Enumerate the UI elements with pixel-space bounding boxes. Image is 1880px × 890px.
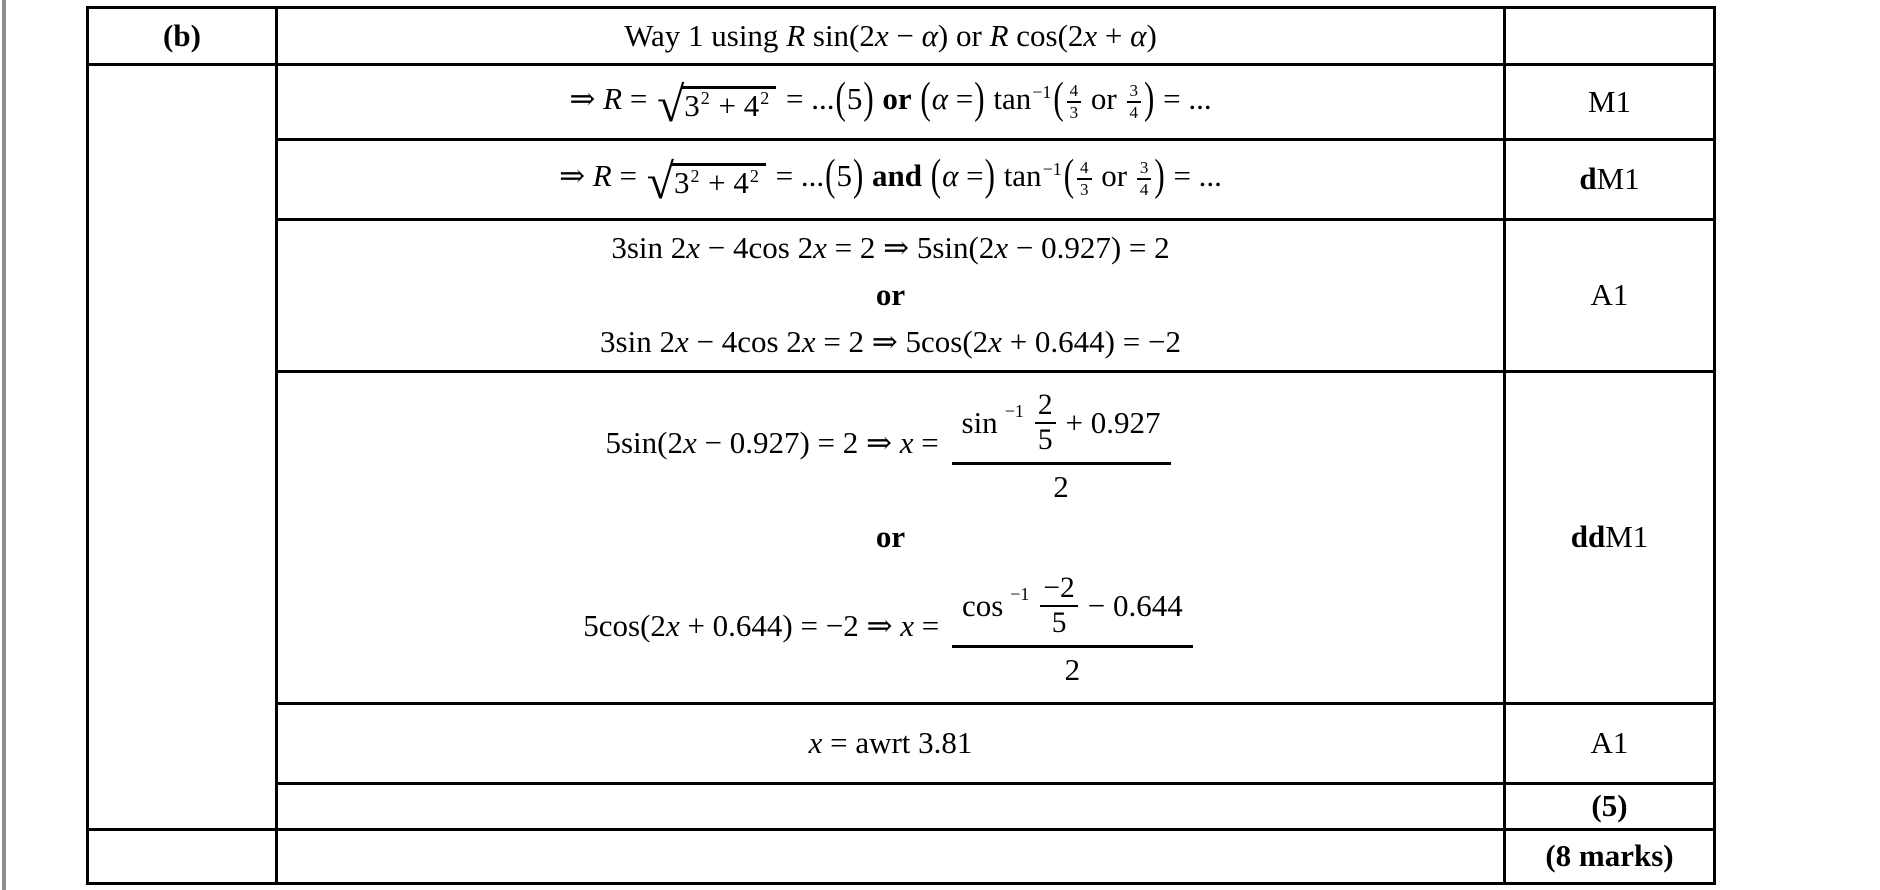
display-fraction: sin −1 2 5 + 0.927 2 <box>951 388 1171 504</box>
a1-or-word: or <box>875 277 906 313</box>
cell-ddm1-working: 5sin(2x − 0.927) = 2 ⇒ x = sin −1 2 5 + 0.92… <box>275 370 1506 705</box>
mark-scheme-table: (b) Way 1 using R sin(2x − α) or R cos(2… <box>86 6 1716 885</box>
cell-answer-working: x = awrt 3.81 <box>275 702 1506 785</box>
cell-way-mark-empty <box>1503 6 1716 66</box>
mark-a1: A1 <box>1590 277 1629 313</box>
dm1-formula: ⇒ R = √ 32 + 42 = ...(5) and (α =) tan−1(… <box>559 149 1222 210</box>
answer-formula: x = awrt 3.81 <box>808 725 973 761</box>
mark-total: (8 marks) <box>1545 838 1674 874</box>
cell-bottom-left-empty <box>86 828 278 885</box>
radical-symbol: √ <box>657 76 685 132</box>
cell-ddm1-mark: ddM1 <box>1503 370 1716 705</box>
way-title-formula: Way 1 using R sin(2x − α) or R cos(2x + … <box>624 17 1157 53</box>
radical: √ 32 + 42 <box>657 76 777 132</box>
cell-m1-mark: M1 <box>1503 63 1716 141</box>
mark-dm1: dM1 <box>1579 161 1640 197</box>
cell-bottom-middle-empty <box>275 828 1506 885</box>
mark-subtotal: (5) <box>1591 788 1628 824</box>
cell-subtotal-working-empty <box>275 782 1506 831</box>
part-label: (b) <box>163 17 201 53</box>
a1-line-1: 3sin 2x − 4cos 2x = 2 ⇒ 5sin(2x − 0.927)… <box>611 230 1170 266</box>
ddm1-working-lines: 5sin(2x − 0.927) = 2 ⇒ x = sin −1 2 5 + 0.92… <box>278 375 1503 701</box>
cell-dm1-mark: dM1 <box>1503 138 1716 221</box>
radical-symbol: √ <box>646 154 674 210</box>
ddm1-line-1: 5sin(2x − 0.927) = 2 ⇒ x = sin −1 2 5 + 0.92… <box>605 388 1175 504</box>
m1-formula: ⇒ R = √ 32 + 42 = ...(5) or (α =) tan−1(4… <box>569 71 1212 132</box>
cell-left-merged-empty <box>86 63 278 831</box>
cell-m1-working: ⇒ R = √ 32 + 42 = ...(5) or (α =) tan−1(4… <box>275 63 1506 141</box>
cell-way-title: Way 1 using R sin(2x − α) or R cos(2x + … <box>275 6 1506 66</box>
ddm1-or-word: or <box>875 519 906 555</box>
cell-subtotal-mark: (5) <box>1503 782 1716 831</box>
a1-line-2: 3sin 2x − 4cos 2x = 2 ⇒ 5cos(2x + 0.644)… <box>600 323 1181 359</box>
mark-a1-final: A1 <box>1590 725 1629 761</box>
display-fraction: cos −1 −2 5− 0.644 2 <box>951 571 1193 687</box>
mark-ddm1: ddM1 <box>1570 519 1649 555</box>
cell-a1-working: 3sin 2x − 4cos 2x = 2 ⇒ 5sin(2x − 0.927)… <box>275 218 1506 373</box>
cell-a1-final-mark: A1 <box>1503 702 1716 785</box>
cell-part-label: (b) <box>86 6 278 66</box>
cell-a1-mark: A1 <box>1503 218 1716 373</box>
fraction: −2 5 <box>1040 572 1078 639</box>
cell-total-mark: (8 marks) <box>1503 828 1716 885</box>
mark-m1: M1 <box>1587 83 1632 119</box>
a1-working-lines: 3sin 2x − 4cos 2x = 2 ⇒ 5sin(2x − 0.927)… <box>278 222 1503 370</box>
page-edge-line <box>2 0 6 890</box>
ddm1-line-2: 5cos(2x + 0.644) = −2 ⇒ x = cos −1 −2 5− 0.… <box>583 571 1197 687</box>
cell-dm1-working: ⇒ R = √ 32 + 42 = ...(5) and (α =) tan−1(… <box>275 138 1506 221</box>
radical: √ 32 + 42 <box>646 154 766 210</box>
